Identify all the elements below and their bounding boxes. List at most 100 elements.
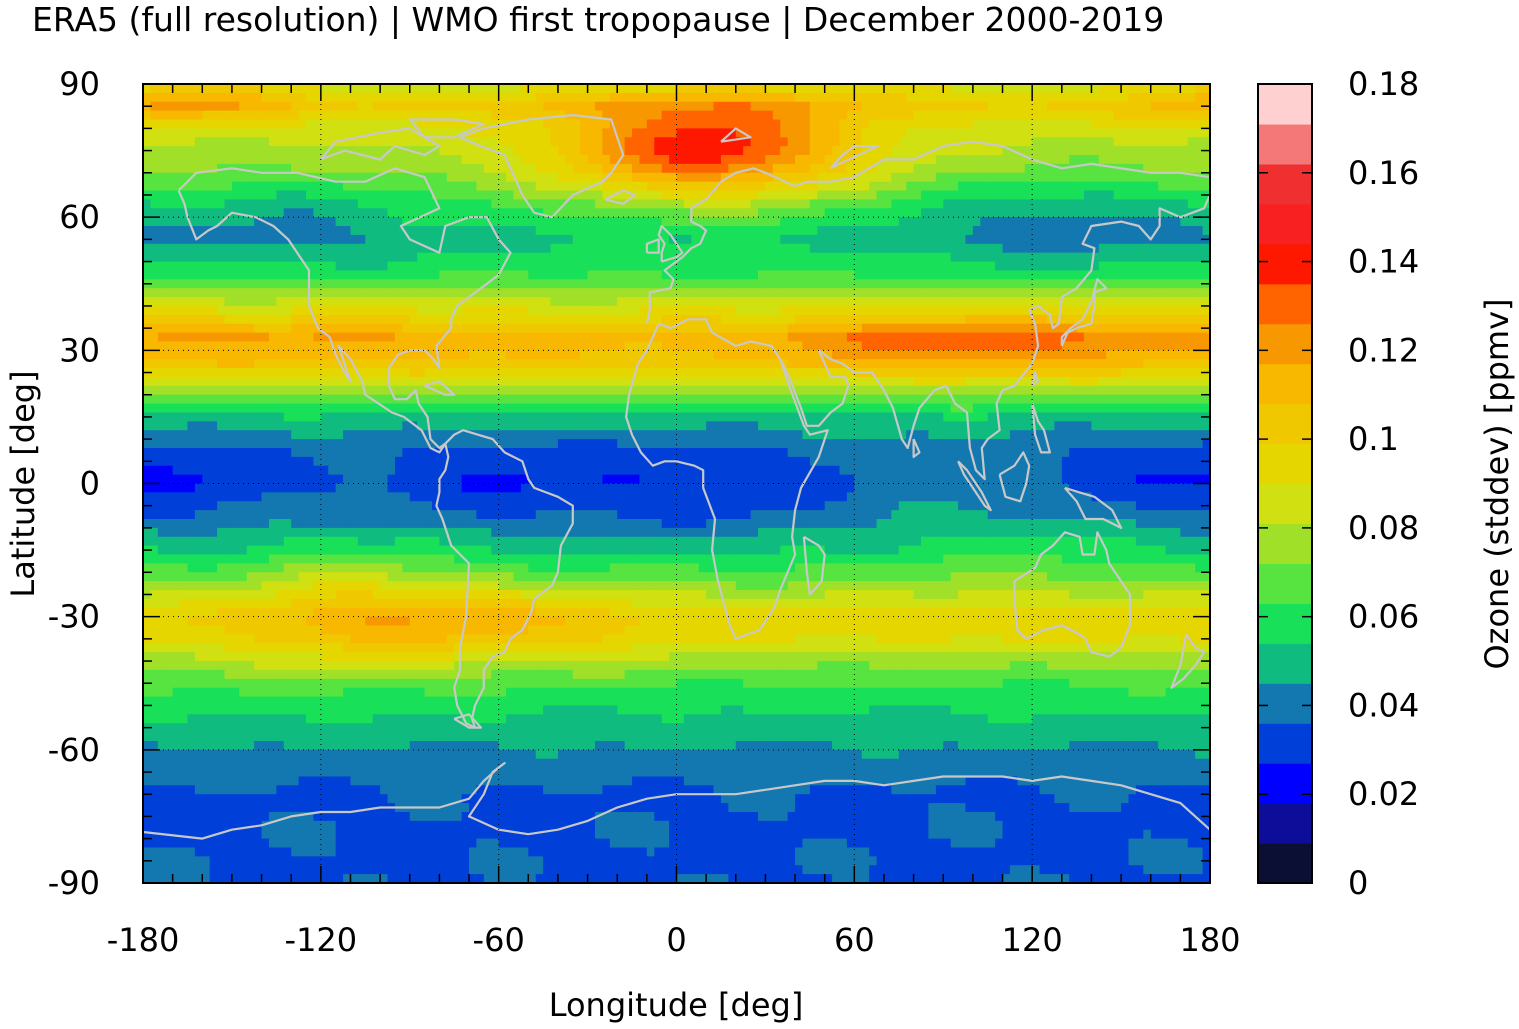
- heatmap-cell: [661, 288, 670, 298]
- heatmap-cell: [454, 84, 463, 94]
- heatmap-cell: [1002, 92, 1011, 103]
- heatmap-cell: [335, 376, 344, 387]
- heatmap-cell: [1084, 181, 1093, 192]
- heatmap-cell: [883, 163, 892, 174]
- heatmap-cell: [328, 297, 337, 307]
- heatmap-cell: [557, 279, 566, 289]
- heatmap-cell: [224, 110, 233, 121]
- heatmap-cell: [1054, 155, 1063, 165]
- heatmap-cell: [320, 190, 329, 201]
- heatmap-cell: [691, 297, 700, 307]
- heatmap-cell: [587, 385, 596, 396]
- heatmap-cell: [921, 270, 930, 280]
- heatmap-cell: [1039, 137, 1048, 147]
- heatmap-cell: [743, 92, 752, 103]
- heatmap-cell: [987, 110, 996, 121]
- heatmap-cell: [572, 359, 581, 369]
- heatmap-cell: [1017, 376, 1026, 387]
- heatmap-cell: [446, 163, 455, 174]
- heatmap-cell: [609, 172, 618, 183]
- heatmap-cell: [632, 305, 641, 316]
- heatmap-cell: [239, 84, 248, 94]
- heatmap-cell: [1128, 297, 1137, 307]
- heatmap-cell: [268, 101, 277, 112]
- heatmap-cell: [580, 190, 589, 201]
- heatmap-cell: [869, 332, 878, 343]
- heatmap-cell: [565, 252, 574, 263]
- heatmap-cell: [1113, 368, 1122, 378]
- heatmap-cell: [706, 261, 715, 272]
- heatmap-cell: [476, 279, 485, 289]
- heatmap-cell: [187, 155, 196, 165]
- heatmap-cell: [602, 190, 611, 201]
- heatmap-cell: [461, 368, 470, 378]
- heatmap-cell: [254, 146, 263, 156]
- heatmap-cell: [283, 226, 292, 236]
- heatmap-cell: [1017, 288, 1026, 298]
- heatmap-cell: [165, 359, 174, 369]
- heatmap-cell: [172, 234, 181, 245]
- heatmap-cell: [743, 341, 752, 351]
- heatmap-cell: [943, 84, 952, 94]
- heatmap-cell: [883, 288, 892, 298]
- heatmap-cell: [750, 359, 759, 369]
- heatmap-cell: [357, 172, 366, 183]
- heatmap-cell: [795, 181, 804, 192]
- heatmap-cell: [1076, 128, 1085, 138]
- heatmap-cell: [958, 234, 967, 245]
- heatmap-cell: [861, 385, 870, 396]
- heatmap-cell: [476, 181, 485, 192]
- heatmap-cell: [1128, 270, 1137, 280]
- heatmap-cell: [846, 243, 855, 254]
- heatmap-cell: [1128, 217, 1137, 227]
- heatmap-cell: [506, 297, 515, 307]
- heatmap-cell: [995, 199, 1004, 209]
- heatmap-cell: [565, 101, 574, 112]
- heatmap-cell: [350, 110, 359, 121]
- heatmap-cell: [772, 199, 781, 209]
- heatmap-cell: [869, 163, 878, 174]
- heatmap-cell: [869, 181, 878, 192]
- heatmap-cell: [876, 234, 885, 245]
- heatmap-cell: [854, 128, 863, 138]
- heatmap-cell: [809, 341, 818, 351]
- heatmap-cell: [320, 359, 329, 369]
- heatmap-cell: [1017, 359, 1026, 369]
- heatmap-cell: [224, 137, 233, 147]
- heatmap-cell: [276, 172, 285, 183]
- heatmap-cell: [995, 119, 1004, 129]
- heatmap-cell: [787, 101, 796, 112]
- heatmap-cell: [239, 359, 248, 369]
- heatmap-cell: [409, 110, 418, 121]
- heatmap-cell: [861, 110, 870, 121]
- heatmap-cell: [394, 92, 403, 103]
- heatmap-cell: [1143, 146, 1152, 156]
- heatmap-cell: [654, 101, 663, 112]
- heatmap-cell: [380, 332, 389, 343]
- heatmap-cell: [350, 208, 359, 218]
- heatmap-cell: [995, 261, 1004, 272]
- heatmap-cell: [1113, 199, 1122, 209]
- heatmap-cell: [1046, 190, 1055, 201]
- heatmap-cell: [787, 155, 796, 165]
- heatmap-cell: [906, 288, 915, 298]
- heatmap-cell: [1098, 181, 1107, 192]
- heatmap-cell: [669, 172, 678, 183]
- heatmap-cell: [224, 146, 233, 156]
- heatmap-cell: [476, 137, 485, 147]
- heatmap-cell: [491, 92, 500, 103]
- heatmap-cell: [194, 252, 203, 263]
- heatmap-cell: [691, 163, 700, 174]
- heatmap-cell: [921, 323, 930, 334]
- heatmap-cell: [698, 376, 707, 387]
- heatmap-cell: [1202, 252, 1210, 263]
- heatmap-cell: [180, 279, 189, 289]
- heatmap-cell: [743, 163, 752, 174]
- heatmap-cell: [424, 101, 433, 112]
- heatmap-cell: [750, 84, 759, 94]
- heatmap-cell: [409, 376, 418, 387]
- heatmap-cell: [824, 172, 833, 183]
- heatmap-cell: [617, 101, 626, 112]
- heatmap-cell: [268, 199, 277, 209]
- heatmap-cell: [291, 341, 300, 351]
